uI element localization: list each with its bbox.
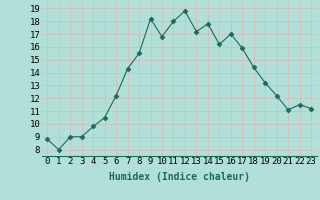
X-axis label: Humidex (Indice chaleur): Humidex (Indice chaleur) (109, 172, 250, 182)
